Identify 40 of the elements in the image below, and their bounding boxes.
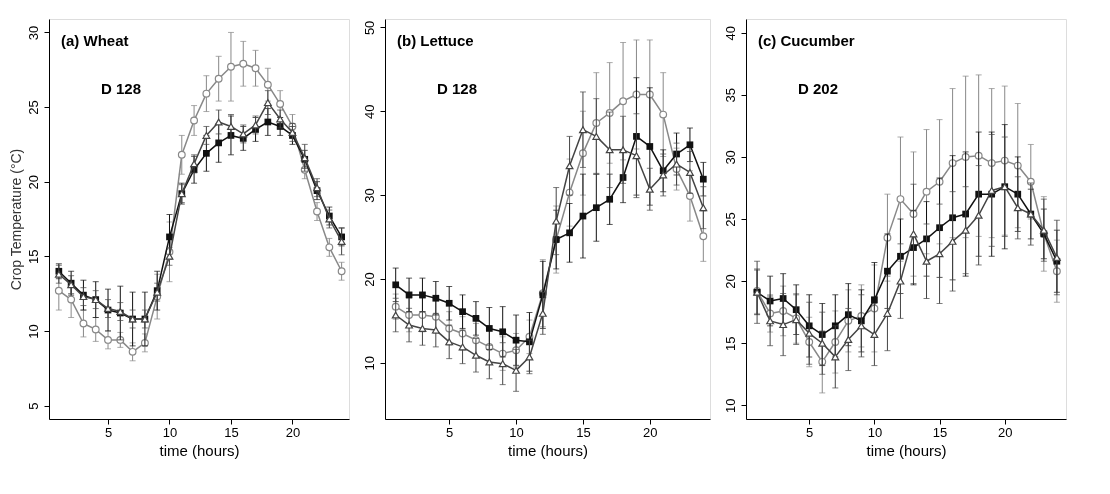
x-tick-label: 15: [224, 424, 239, 440]
y-tick-label: 25: [25, 100, 41, 115]
annotation: (c) Cucumber: [758, 32, 855, 49]
x-tick-label: 5: [806, 424, 814, 440]
annotation: D 202: [798, 80, 839, 97]
x-tick-label: 10: [867, 424, 883, 440]
y-tick-label: 10: [25, 324, 41, 339]
y-tick-label: 50: [361, 20, 377, 36]
y-tick-label: 10: [722, 398, 738, 414]
y-tick-label: 30: [722, 150, 738, 165]
y-tick-label: 40: [361, 104, 377, 119]
y-tick-label: 15: [722, 336, 738, 351]
x-tick-label: 15: [576, 424, 591, 440]
y-tick-label: 30: [25, 25, 41, 41]
y-tick-label: 35: [722, 88, 738, 103]
y-tick-label: 40: [722, 25, 738, 41]
y-tick-label: 20: [722, 274, 738, 289]
y-tick-label: 20: [361, 272, 377, 287]
x-tick-label: 10: [162, 424, 178, 440]
x-tick-label: 20: [285, 424, 301, 440]
annotation: (b) Lettuce: [397, 32, 474, 49]
x-tick-label: 20: [643, 424, 658, 440]
y-tick-label: 20: [25, 174, 41, 190]
x-tick-label: 10: [509, 424, 524, 440]
x-tick-label: 15: [932, 424, 948, 440]
x-tick-label: 5: [446, 424, 454, 440]
x-axis-title: time (hours): [159, 441, 240, 459]
x-tick-label: 5: [104, 424, 113, 440]
y-tick-label: 5: [25, 402, 41, 410]
y-tick-label: 15: [25, 249, 41, 265]
x-tick-label: 20: [998, 424, 1013, 440]
annotation: (a) Wheat: [61, 32, 129, 49]
y-tick-label: 30: [361, 188, 377, 203]
annotation: D 128: [437, 80, 478, 97]
y-tick-label: 10: [361, 356, 377, 371]
annotation: D 128: [101, 80, 142, 97]
x-axis-title: time (hours): [866, 441, 947, 459]
x-axis-title: time (hours): [507, 441, 589, 459]
y-axis-title: Crop Temperature (°C): [7, 148, 24, 291]
y-tick-label: 25: [722, 212, 738, 227]
